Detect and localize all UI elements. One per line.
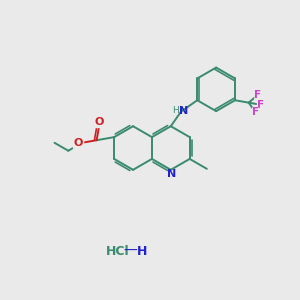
Text: N: N bbox=[167, 169, 176, 179]
Text: —: — bbox=[123, 244, 137, 258]
Text: HCl: HCl bbox=[106, 244, 129, 258]
Text: O: O bbox=[74, 138, 83, 148]
Text: N: N bbox=[179, 106, 189, 116]
Text: F: F bbox=[252, 107, 259, 117]
Text: O: O bbox=[94, 117, 104, 127]
Text: H: H bbox=[172, 106, 178, 115]
Text: F: F bbox=[257, 100, 264, 110]
Text: F: F bbox=[254, 90, 261, 100]
Text: H: H bbox=[137, 244, 147, 258]
